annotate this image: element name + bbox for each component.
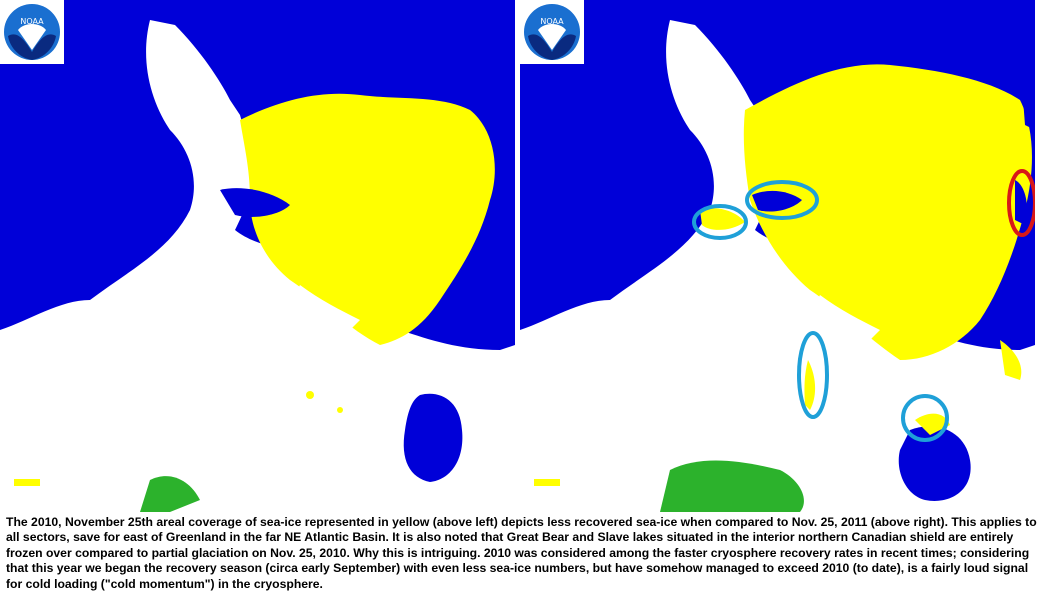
- legend-label: ice: [566, 476, 586, 489]
- legend-swatch-snow: [14, 459, 40, 466]
- date-label: Thu Nov 25 2010: [6, 495, 119, 508]
- highlight-ellipse-east-greenland: [1007, 169, 1035, 237]
- noaa-logo: NOAA: [0, 0, 64, 64]
- legend-label: snow: [46, 456, 73, 469]
- legend-item-snow: snow: [14, 456, 73, 469]
- caption-text: The 2010, November 25th areal coverage o…: [6, 515, 1037, 591]
- hudson-bay-ice: [915, 413, 950, 435]
- highlight-ellipse-beaufort: [745, 180, 819, 220]
- highlight-ellipse-slave: [797, 331, 829, 419]
- snow-ice-map-2010: [0, 20, 515, 512]
- beaufort-open-water: [220, 188, 290, 217]
- noaa-logo: NOAA: [520, 0, 584, 64]
- sea-ice-arctic: [743, 64, 1032, 361]
- date-label: Fri Nov 25 2011: [526, 495, 639, 508]
- hudson-bay: [898, 426, 971, 501]
- lake-ice: [337, 407, 343, 413]
- highlight-ellipse-great-bear: [692, 204, 748, 240]
- slave-lake-ice: [804, 360, 816, 410]
- legend-swatch-ice: [534, 479, 560, 486]
- hudson-bay: [403, 393, 463, 482]
- archipelago-islands: [295, 285, 360, 330]
- noaa-emblem-icon: NOAA: [524, 4, 580, 60]
- great-bear-lake-ice: [700, 208, 745, 230]
- lake-ice: [306, 391, 314, 399]
- snow-land-siberia: [150, 20, 215, 95]
- snow-ice-map-2011: [520, 20, 1035, 512]
- sea-ice-greenland-coast: [1000, 340, 1022, 380]
- legend-label: ice: [46, 476, 66, 489]
- noaa-emblem-icon: NOAA: [4, 4, 60, 60]
- east-greenland-open-water: [1015, 180, 1027, 225]
- snow-land-north-america: [520, 20, 1035, 512]
- archipelago-islands: [815, 295, 880, 340]
- logo-lettering: NOAA: [540, 17, 564, 26]
- legend-item-snow: snow: [534, 456, 593, 469]
- map-panel-2010: NOAA Snow & Ice Chart (Alaska) snow ice …: [0, 0, 515, 512]
- east-greenland-open-water: [1020, 60, 1035, 130]
- sea-ice-arctic: [240, 93, 495, 345]
- snow-land-north-america: [0, 20, 515, 512]
- legend-item-ice: ice: [14, 476, 66, 489]
- beaufort-open-water: [752, 190, 802, 212]
- highlight-ellipse-hudson: [901, 394, 949, 442]
- legend-title: Snow & Ice Chart (Alaska): [526, 430, 697, 443]
- logo-lettering: NOAA: [20, 17, 44, 26]
- legend-swatch-ice: [14, 479, 40, 486]
- bare-land-patch: [660, 460, 804, 512]
- legend-swatch-snow: [534, 459, 560, 466]
- legend-label: snow: [566, 456, 593, 469]
- bare-land-patch: [140, 476, 200, 512]
- snow-land-siberia: [670, 20, 735, 95]
- legend-title: Snow & Ice Chart (Alaska): [6, 430, 177, 443]
- map-panel-2011: NOAA Snow & Ice Chart (Alaska) snow ice …: [520, 0, 1035, 512]
- legend-item-ice: ice: [534, 476, 586, 489]
